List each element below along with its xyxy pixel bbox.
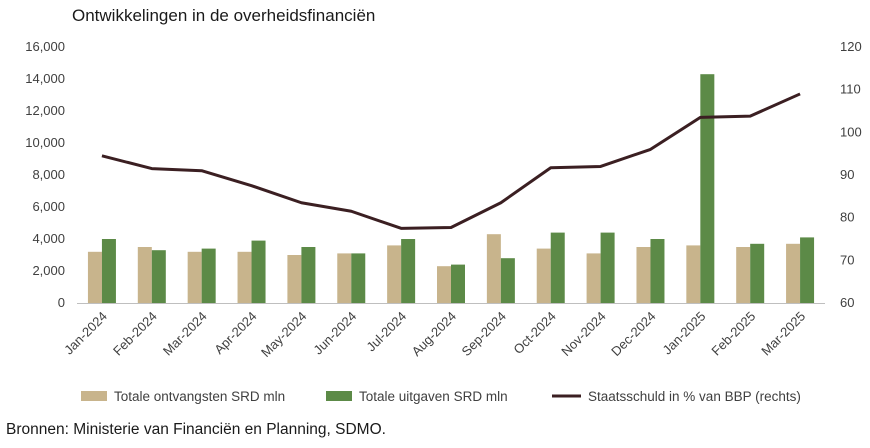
- x-tick-label: Nov-2024: [558, 309, 608, 359]
- left-y-axis: 0 2,000 4,000 6,000 8,000 10,000 12,000 14,000 1…: [25, 39, 65, 310]
- left-y-tick-label: 0: [58, 295, 65, 310]
- bar-ontvangsten: [437, 266, 451, 303]
- left-y-tick-label: 2,000: [32, 263, 65, 278]
- bar-series-group: [87, 74, 815, 303]
- bar-ontvangsten: [187, 251, 202, 303]
- x-tick-label: Oct-2024: [510, 309, 558, 357]
- bar-uitgaven: [550, 232, 565, 303]
- left-y-tick-label: 8,000: [32, 167, 65, 182]
- source-note: Bronnen: Ministerie van Financiën en Pla…: [6, 421, 386, 438]
- bar-ontvangsten: [387, 245, 402, 303]
- bar-uitgaven: [500, 258, 515, 303]
- bar-uitgaven: [650, 239, 665, 303]
- legend-swatch-ontvangsten: [81, 391, 107, 401]
- bar-ontvangsten: [536, 248, 551, 303]
- bar-ontvangsten: [237, 251, 252, 303]
- x-tick-label: Jan-2024: [61, 309, 110, 358]
- bar-uitgaven: [700, 74, 715, 303]
- left-y-tick-label: 6,000: [32, 199, 65, 214]
- right-y-tick-label: 100: [840, 124, 862, 139]
- legend: Totale ontvangsten SRD mln Totale uitgav…: [81, 389, 801, 404]
- left-y-tick-label: 14,000: [25, 71, 65, 86]
- bar-uitgaven: [451, 264, 465, 303]
- bar-ontvangsten: [786, 243, 801, 303]
- bar-uitgaven: [251, 240, 266, 303]
- line-staatsschuld: [101, 92, 801, 230]
- chart-title: Ontwikkelingen in de overheidsfinanciën: [72, 6, 375, 25]
- bar-uitgaven: [201, 248, 216, 303]
- bar-uitgaven: [101, 239, 116, 303]
- x-tick-label: Jul-2024: [363, 309, 409, 355]
- bar-ontvangsten: [486, 234, 501, 303]
- bar-uitgaven: [401, 239, 416, 303]
- bar-ontvangsten: [87, 251, 102, 303]
- legend-label-ontvangsten: Totale ontvangsten SRD mln: [114, 389, 285, 404]
- right-y-tick-label: 70: [840, 252, 854, 267]
- left-y-tick-label: 4,000: [32, 231, 65, 246]
- x-tick-label: Feb-2024: [110, 309, 160, 359]
- legend-label-uitgaven: Totale uitgaven SRD mln: [359, 389, 508, 404]
- bar-ontvangsten: [636, 247, 651, 303]
- x-tick-label: Jun-2024: [310, 309, 359, 358]
- left-y-tick-label: 16,000: [25, 39, 65, 54]
- right-y-tick-label: 80: [840, 210, 854, 225]
- bar-uitgaven: [600, 232, 615, 303]
- bar-uitgaven: [301, 247, 316, 303]
- x-axis-labels: Jan-2024 Feb-2024 Mar-2024 Apr-2024May-2024…: [61, 309, 808, 360]
- bar-ontvangsten: [337, 253, 352, 303]
- bar-uitgaven: [151, 250, 166, 303]
- x-tick-label: Aug-2024: [409, 309, 459, 359]
- right-y-tick-label: 110: [840, 82, 861, 97]
- line-series-group: [101, 92, 801, 230]
- bar-uitgaven: [800, 237, 815, 303]
- bar-ontvangsten: [686, 245, 701, 303]
- bar-uitgaven: [750, 243, 765, 303]
- bar-uitgaven: [351, 253, 366, 303]
- bar-ontvangsten: [586, 253, 601, 303]
- legend-swatch-uitgaven: [326, 391, 352, 401]
- right-y-tick-label: 60: [840, 295, 854, 310]
- bar-ontvangsten: [287, 255, 302, 303]
- x-tick-label: Feb-2025: [708, 309, 758, 359]
- x-tick-label: Jan-2025: [660, 309, 709, 358]
- x-tick-label: Mar-2025: [758, 309, 808, 359]
- right-y-tick-label: 120: [840, 39, 862, 54]
- left-y-tick-label: 10,000: [25, 135, 65, 150]
- right-y-tick-label: 90: [840, 167, 854, 182]
- bar-ontvangsten: [137, 247, 152, 303]
- x-tick-label: Mar-2024: [160, 309, 210, 359]
- x-tick-label: Apr-2024: [211, 309, 259, 357]
- x-tick-label: Dec-2024: [608, 309, 658, 359]
- x-tick-label: Sep-2024: [459, 309, 509, 359]
- x-tick-label: May-2024: [258, 309, 309, 360]
- legend-label-staatsschuld: Staatsschuld in % van BBP (rechts): [588, 389, 801, 404]
- left-y-tick-label: 12,000: [25, 103, 65, 118]
- right-y-axis: 60 70 80 90 100 110 120: [840, 39, 862, 310]
- bar-ontvangsten: [736, 247, 751, 303]
